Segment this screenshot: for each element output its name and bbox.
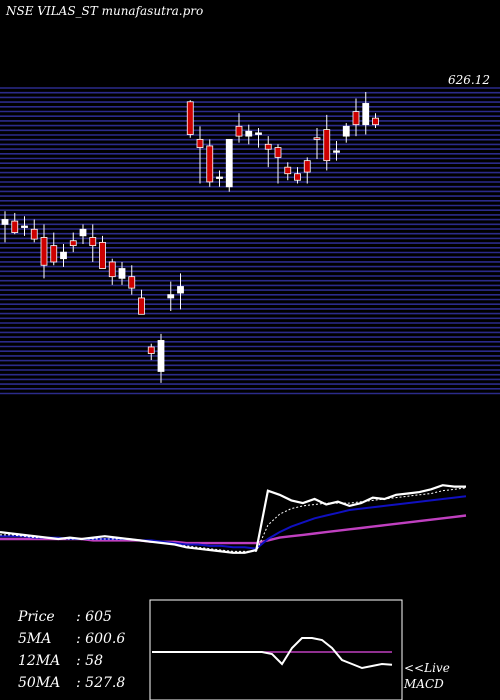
candle-up bbox=[118, 268, 126, 279]
price-grid bbox=[0, 87, 500, 395]
stat-50ma: 50MA: 527.8 bbox=[18, 672, 125, 694]
candle-down bbox=[11, 220, 19, 233]
live-macd-label: <<Live MACD bbox=[404, 660, 450, 692]
ma-short-line bbox=[0, 487, 467, 552]
candle-down bbox=[186, 101, 194, 135]
candle-down bbox=[294, 173, 301, 181]
candle-down bbox=[206, 145, 214, 183]
candle-down bbox=[128, 276, 136, 289]
price-axis-top-label: 626.12 bbox=[448, 73, 490, 87]
macd-panel-frame bbox=[149, 599, 403, 700]
candle-up bbox=[216, 176, 223, 179]
candle-up bbox=[342, 125, 350, 137]
live-label-line2: MACD bbox=[404, 677, 444, 691]
stat-price-value: 605 bbox=[85, 609, 112, 625]
candlesticks bbox=[1, 92, 379, 383]
stat-12ma-value: 58 bbox=[85, 653, 103, 669]
stat-50ma-value: 527.8 bbox=[85, 675, 126, 691]
macd-panel bbox=[152, 637, 393, 670]
candle-down bbox=[40, 237, 48, 266]
stat-price: Price: 605 bbox=[18, 606, 125, 628]
candle-down bbox=[352, 111, 360, 126]
stat-price-key: Price bbox=[18, 609, 55, 625]
candle-down bbox=[313, 137, 321, 140]
candle-up bbox=[21, 225, 28, 228]
stat-5ma-key: 5MA bbox=[18, 631, 52, 647]
candle-up bbox=[177, 286, 184, 294]
candle-down bbox=[323, 129, 331, 162]
candle-up bbox=[167, 294, 175, 299]
macd-line bbox=[152, 637, 393, 670]
candle-up bbox=[333, 150, 340, 153]
stat-5ma: 5MA: 600.6 bbox=[18, 628, 125, 650]
live-label-line1: <<Live bbox=[404, 661, 450, 675]
candle-down bbox=[69, 240, 77, 247]
candle-up bbox=[157, 340, 165, 372]
candle-up bbox=[1, 219, 9, 225]
moving-average-panel bbox=[0, 484, 467, 554]
candle-down bbox=[284, 166, 292, 175]
candle-up bbox=[362, 103, 370, 126]
price-line bbox=[0, 484, 466, 554]
candle-up bbox=[60, 251, 67, 260]
candle-down bbox=[274, 147, 282, 158]
candle-down bbox=[147, 346, 155, 354]
stats-block: Price: 605 5MA: 600.6 12MA: 58 50MA: 527… bbox=[18, 606, 125, 694]
stat-12ma: 12MA: 58 bbox=[18, 650, 125, 672]
candle-down bbox=[264, 143, 272, 150]
candle-up bbox=[225, 138, 233, 188]
candle-up bbox=[79, 228, 87, 237]
stat-50ma-key: 50MA bbox=[18, 675, 61, 691]
candle-down bbox=[108, 261, 116, 278]
chart-title: NSE VILAS_ST munafasutra.pro bbox=[6, 4, 204, 18]
candle-down bbox=[303, 160, 311, 173]
candle-down bbox=[99, 241, 106, 269]
candle-down bbox=[50, 245, 58, 263]
candle-down bbox=[138, 297, 145, 315]
stat-12ma-key: 12MA bbox=[18, 653, 61, 669]
candle-down bbox=[372, 117, 379, 126]
candle-down bbox=[196, 138, 204, 148]
stat-5ma-value: 600.6 bbox=[85, 631, 126, 647]
candle-up bbox=[255, 132, 262, 135]
candle-down bbox=[30, 228, 38, 240]
candle-up bbox=[245, 130, 253, 137]
candle-down bbox=[235, 125, 243, 137]
candle-down bbox=[89, 237, 97, 247]
ma-mid-line bbox=[0, 495, 467, 550]
